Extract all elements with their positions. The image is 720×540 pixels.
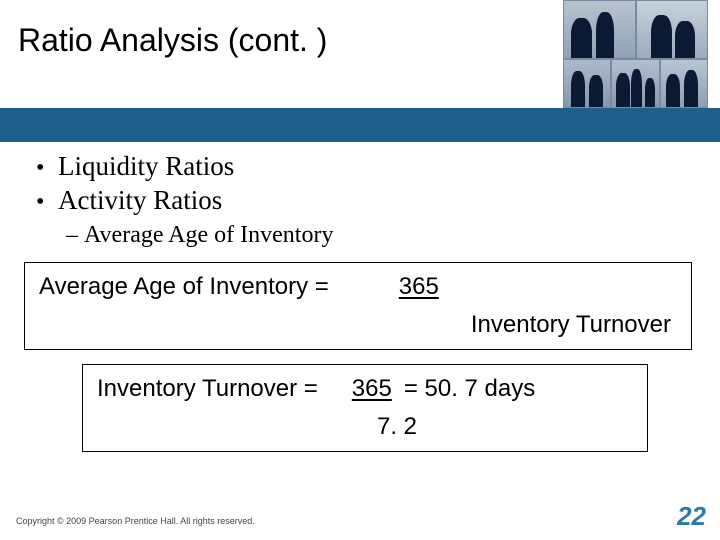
formula2-result: = 50. 7 days: [404, 375, 535, 403]
bullet-list: • Liquidity Ratios • Activity Ratios – A…: [36, 150, 720, 250]
page-number: 22: [677, 501, 706, 532]
decor-building-image: [563, 0, 708, 108]
formula2-numerator: 365: [352, 375, 392, 403]
sub-bullet-marker: –: [66, 220, 84, 250]
header-region: Ratio Analysis (cont. ): [0, 0, 720, 115]
formula1-lhs: Average Age of Inventory =: [39, 273, 329, 301]
formula1-numerator: 365: [399, 273, 439, 301]
formula2-lhs: Inventory Turnover =: [97, 375, 318, 403]
slide-title: Ratio Analysis (cont. ): [18, 22, 327, 59]
formula2-denominator: 7. 2: [377, 413, 633, 441]
formula1-denominator: Inventory Turnover: [39, 311, 677, 339]
bullet-item: • Activity Ratios: [36, 184, 720, 218]
copyright-footer: Copyright © 2009 Pearson Prentice Hall. …: [16, 516, 255, 526]
content-region: • Liquidity Ratios • Activity Ratios – A…: [0, 150, 720, 452]
bullet-marker: •: [36, 187, 58, 217]
bullet-text: Liquidity Ratios: [58, 150, 234, 184]
bullet-text: Activity Ratios: [58, 184, 222, 218]
formula-box-inventory-turnover: Inventory Turnover = 365 = 50. 7 days 7.…: [82, 364, 648, 452]
sub-bullet-text: Average Age of Inventory: [84, 220, 333, 250]
bullet-item: • Liquidity Ratios: [36, 150, 720, 184]
bullet-marker: •: [36, 153, 58, 183]
sub-bullet-item: – Average Age of Inventory: [66, 220, 720, 250]
formula-box-average-age: Average Age of Inventory = 365 Inventory…: [24, 262, 692, 350]
title-divider-band: [0, 108, 720, 142]
